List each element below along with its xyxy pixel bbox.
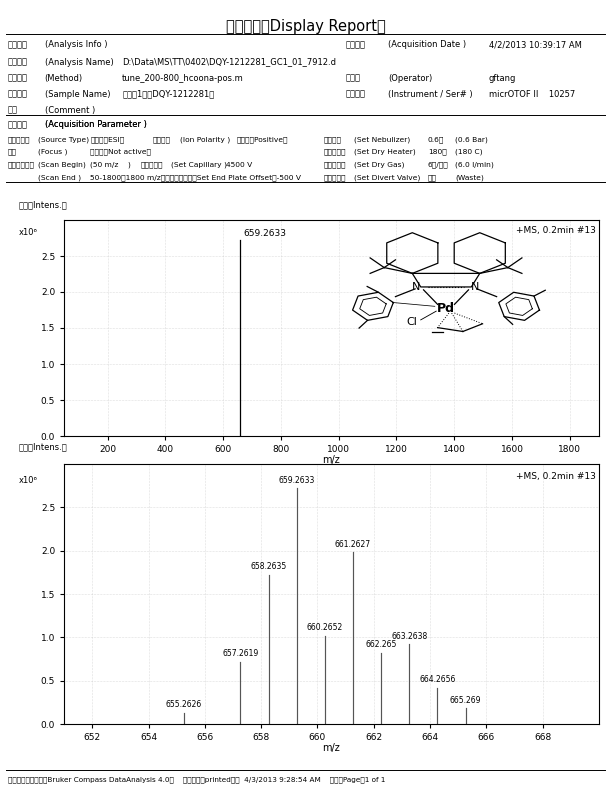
- Text: 分析名称: 分析名称: [8, 58, 28, 66]
- Text: (Operator): (Operator): [388, 74, 432, 82]
- Text: 检测参数: 检测参数: [8, 120, 28, 129]
- Text: (Ion Polarity ): (Ion Polarity ): [180, 136, 230, 142]
- Text: 质谱扫描范围: 质谱扫描范围: [8, 162, 35, 168]
- Text: gftang: gftang: [489, 74, 516, 82]
- Text: 6升/分钟: 6升/分钟: [428, 162, 448, 168]
- Text: (Set Divert Valve): (Set Divert Valve): [354, 174, 421, 181]
- Text: 电喷雾（ESI）: 电喷雾（ESI）: [90, 136, 125, 142]
- Text: Pd: Pd: [437, 302, 455, 314]
- Text: (Analysis Info ): (Analysis Info ): [45, 40, 107, 49]
- Text: 657.2619: 657.2619: [222, 649, 258, 658]
- Text: (Comment ): (Comment ): [45, 106, 95, 114]
- Text: 663.2638: 663.2638: [391, 632, 427, 641]
- Text: 离子源类型: 离子源类型: [8, 136, 31, 142]
- Text: 665.269: 665.269: [450, 696, 481, 705]
- Text: (Scan Begin): (Scan Begin): [38, 162, 86, 168]
- Text: 强度（Intens.）: 强度（Intens.）: [19, 442, 67, 451]
- Text: (Acquisition Parameter ): (Acquisition Parameter ): [45, 120, 147, 129]
- Text: 显示报告（Display Report）: 显示报告（Display Report）: [225, 19, 386, 34]
- Text: 毛细管电压: 毛细管电压: [141, 162, 163, 168]
- Text: 数据分析软件型号（Bruker Compass DataAnalysis 4.0）    打印时间（printed：）  4/3/2013 9:28:54 AM: 数据分析软件型号（Bruker Compass DataAnalysis 4.0…: [8, 776, 386, 782]
- Text: (Waste): (Waste): [455, 174, 484, 181]
- Text: (0.6 Bar): (0.6 Bar): [455, 136, 488, 142]
- Text: 浪费: 浪费: [428, 174, 437, 181]
- Text: N: N: [412, 282, 421, 292]
- Text: 雾化气压: 雾化气压: [324, 136, 342, 142]
- Text: D:\Data\MS\TT\0402\DQY-1212281_GC1_01_7912.d: D:\Data\MS\TT\0402\DQY-1212281_GC1_01_79…: [122, 58, 336, 66]
- Text: (50 m/z    ): (50 m/z ): [90, 162, 131, 168]
- Text: 4500 V: 4500 V: [226, 162, 252, 168]
- Text: (Source Type): (Source Type): [38, 136, 90, 142]
- Text: 干燥气流速: 干燥气流速: [324, 162, 346, 168]
- Text: 655.2626: 655.2626: [166, 700, 202, 710]
- Text: 干燥气温度: 干燥气温度: [324, 149, 346, 155]
- Text: (Set Dry Heater): (Set Dry Heater): [354, 149, 416, 155]
- Text: 662.265: 662.265: [365, 641, 397, 650]
- Text: (Scan End ): (Scan End ): [38, 174, 82, 181]
- Text: 聚焦: 聚焦: [8, 149, 17, 155]
- Text: 离子极性: 离子极性: [153, 136, 170, 142]
- Text: 检测时间: 检测时间: [345, 40, 365, 49]
- Text: micrOTOF II    10257: micrOTOF II 10257: [489, 90, 575, 98]
- Text: 操作员: 操作员: [345, 74, 360, 82]
- Text: Cl: Cl: [407, 317, 418, 327]
- Text: (Set Nebulizer): (Set Nebulizer): [354, 136, 411, 142]
- Text: 评论: 评论: [8, 106, 18, 114]
- Text: 仪器型号: 仪器型号: [345, 90, 365, 98]
- Text: 4/2/2013 10:39:17 AM: 4/2/2013 10:39:17 AM: [489, 40, 582, 49]
- Text: 样品名称: 样品名称: [8, 90, 28, 98]
- Text: (Analysis Name): (Analysis Name): [45, 58, 114, 66]
- Text: 661.2627: 661.2627: [335, 540, 371, 549]
- Text: 659.2633: 659.2633: [244, 229, 287, 238]
- Text: tune_200-800_hcoona-pos.m: tune_200-800_hcoona-pos.m: [122, 74, 244, 82]
- Text: 强度（Intens.）: 强度（Intens.）: [19, 200, 67, 209]
- Text: 658.2635: 658.2635: [251, 562, 287, 571]
- Text: (Method): (Method): [45, 74, 82, 82]
- Text: 664.2656: 664.2656: [419, 675, 456, 684]
- Text: (Acquisition Date ): (Acquisition Date ): [388, 40, 466, 49]
- Text: (6.0 l/min): (6.0 l/min): [455, 162, 494, 168]
- Text: 0.6巴: 0.6巴: [428, 136, 444, 142]
- Text: 化合物1　（DQY-1212281）: 化合物1 （DQY-1212281）: [122, 90, 214, 98]
- Text: 50-1800（1800 m/z）设置端板偏移（Set End Plate Offset）-500 V: 50-1800（1800 m/z）设置端板偏移（Set End Plate Of…: [90, 174, 301, 181]
- X-axis label: m/z: m/z: [323, 455, 340, 466]
- Text: 660.2652: 660.2652: [307, 623, 343, 632]
- Text: (Set Dry Gas): (Set Dry Gas): [354, 162, 405, 168]
- Text: (Instrument / Ser# ): (Instrument / Ser# ): [388, 90, 473, 98]
- Text: N: N: [471, 282, 480, 292]
- Text: (Sample Name): (Sample Name): [45, 90, 110, 98]
- Text: +MS, 0.2min #13: +MS, 0.2min #13: [516, 472, 596, 481]
- Text: 未激活（Not active）: 未激活（Not active）: [90, 149, 152, 155]
- X-axis label: m/z: m/z: [323, 743, 340, 754]
- Text: +MS, 0.2min #13: +MS, 0.2min #13: [516, 226, 596, 235]
- Text: 659.2633: 659.2633: [279, 476, 315, 485]
- Text: (Set Capillary ): (Set Capillary ): [171, 162, 227, 168]
- Text: x10⁶: x10⁶: [19, 476, 38, 485]
- Text: x10⁶: x10⁶: [19, 228, 38, 238]
- Text: (180 C): (180 C): [455, 149, 483, 155]
- Text: 设置分流阀: 设置分流阀: [324, 174, 346, 181]
- Text: 180度: 180度: [428, 149, 447, 155]
- Text: 阳离子（Positive）: 阳离子（Positive）: [237, 136, 288, 142]
- Text: (Acquisition Parameter ): (Acquisition Parameter ): [45, 120, 147, 129]
- Text: 分析信息: 分析信息: [8, 40, 28, 49]
- Text: (Focus ): (Focus ): [38, 149, 68, 155]
- Text: 分析方法: 分析方法: [8, 74, 28, 82]
